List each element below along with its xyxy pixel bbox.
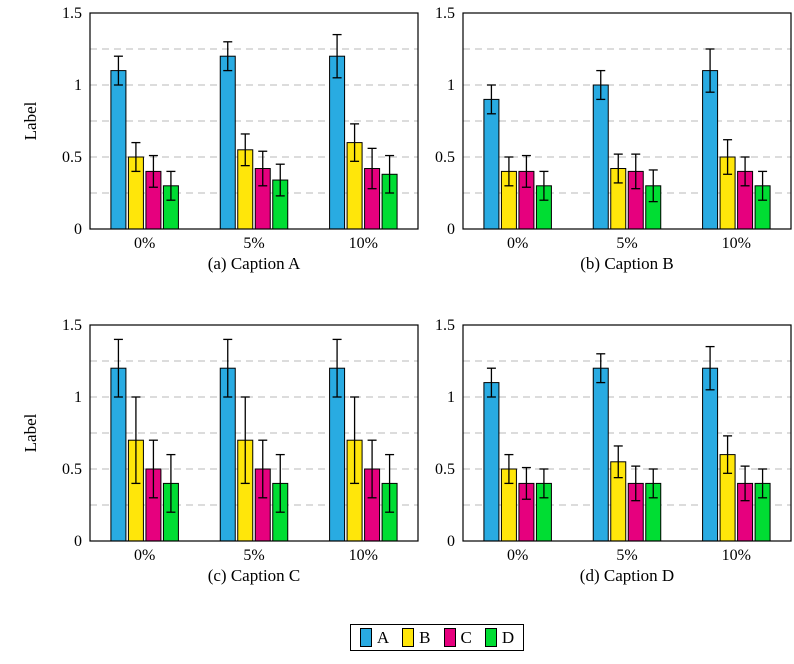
bar-A-0% — [483, 98, 500, 230]
bar-A-5% — [592, 367, 609, 542]
chart-d-plot: 0 0.5 1 1.5 0% 5% 10% — [435, 317, 792, 564]
x-tick-label: 10% — [722, 235, 751, 252]
chart-d: 0 0.5 1 1.5 0% 5% 10% (d) Caption D — [373, 312, 793, 612]
y-tick-label: 0.5 — [62, 149, 82, 166]
plot-border — [462, 324, 792, 542]
chart-c: 0 0.5 1 1.5 Label 0% 5% 10% (c) Caption C — [0, 312, 420, 612]
y-tick-label: 1 — [74, 77, 82, 94]
y-tick-label: 1 — [74, 389, 82, 406]
y-tick-label: 0.5 — [435, 461, 455, 478]
x-tick-label: 0% — [507, 547, 528, 564]
y-tick-label: 0.5 — [62, 461, 82, 478]
plot-border — [89, 12, 419, 230]
legend: A B C D — [0, 624, 794, 651]
y-axis-label: Label — [21, 101, 40, 140]
chart-d-caption: (d) Caption D — [579, 566, 675, 585]
legend-label-A: A — [376, 628, 390, 647]
y-axis-label: Label — [21, 413, 40, 452]
bar-A-10% — [702, 367, 719, 542]
x-tick-label: 5% — [616, 547, 637, 564]
y-tick-label: 1.5 — [435, 317, 455, 334]
bar-A-10% — [329, 55, 346, 230]
plot-border — [462, 12, 792, 230]
x-tick-label: 10% — [349, 235, 378, 252]
legend-label-D: D — [501, 628, 515, 647]
bar-A-0% — [483, 382, 500, 542]
legend-item-C: C — [443, 628, 472, 647]
x-tick-label: 0% — [134, 547, 155, 564]
legend-swatch-B — [402, 628, 415, 647]
chart-a-plot: 0 0.5 1 1.5 Label 0% 5% 10% — [21, 5, 419, 252]
bar-A-5% — [219, 55, 236, 230]
legend-label-C: C — [460, 628, 472, 647]
plot-border — [89, 324, 419, 542]
x-tick-label: 5% — [243, 235, 264, 252]
chart-b: 0 0.5 1 1.5 0% 5% 10% (b) Caption B — [373, 0, 793, 300]
legend-swatch-D — [484, 628, 497, 647]
y-tick-label: 0 — [74, 533, 82, 550]
x-tick-label: 0% — [134, 235, 155, 252]
bar-A-10% — [702, 70, 719, 230]
bar-A-5% — [592, 84, 609, 230]
y-tick-label: 0 — [447, 533, 455, 550]
legend-item-A: A — [359, 628, 390, 647]
y-tick-label: 1.5 — [62, 317, 82, 334]
legend-item-D: D — [484, 628, 515, 647]
y-tick-label: 0 — [447, 221, 455, 238]
x-tick-label: 0% — [507, 235, 528, 252]
x-tick-label: 5% — [243, 547, 264, 564]
chart-b-caption: (b) Caption B — [580, 254, 674, 273]
chart-b-plot: 0 0.5 1 1.5 0% 5% 10% — [435, 5, 792, 252]
legend-item-B: B — [402, 628, 431, 647]
legend-swatch-A — [359, 628, 372, 647]
chart-a: 0 0.5 1 1.5 Label 0% 5% 10% (a) Caption A — [0, 0, 420, 300]
y-tick-label: 1 — [447, 389, 455, 406]
y-tick-label: 0.5 — [435, 149, 455, 166]
chart-a-caption: (a) Caption A — [207, 254, 301, 273]
legend-box: A B C D — [349, 624, 525, 651]
y-tick-label: 1.5 — [62, 5, 82, 22]
x-tick-label: 10% — [349, 547, 378, 564]
legend-swatch-C — [443, 628, 456, 647]
y-tick-label: 1 — [447, 77, 455, 94]
chart-c-caption: (c) Caption C — [207, 566, 301, 585]
x-tick-label: 10% — [722, 547, 751, 564]
bar-A-0% — [110, 70, 127, 230]
y-tick-label: 1.5 — [435, 5, 455, 22]
x-tick-label: 5% — [616, 235, 637, 252]
y-tick-label: 0 — [74, 221, 82, 238]
chart-c-plot: 0 0.5 1 1.5 Label 0% 5% 10% — [21, 317, 419, 564]
legend-label-B: B — [419, 628, 431, 647]
